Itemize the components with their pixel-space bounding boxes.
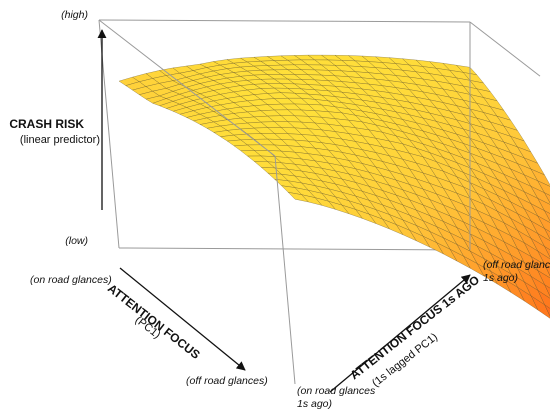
z-axis-subtitle: (linear predictor) — [20, 134, 100, 147]
box-edge — [470, 22, 540, 76]
z-tick-high: (high) — [61, 9, 88, 22]
x-tick-end: (off road glances) — [186, 375, 268, 388]
y-tick-end-line2: 1s ago) — [483, 272, 518, 284]
box-edge — [99, 20, 470, 22]
y-tick-start-line2: 1s ago) — [297, 398, 332, 410]
y-tick-start: (on road glances 1s ago) — [297, 385, 375, 411]
box-edge — [119, 248, 470, 250]
y-tick-end: (off road glances 1s ago) — [483, 259, 550, 285]
x-tick-start: (on road glances) — [30, 274, 112, 287]
z-axis-title: CRASH RISK — [9, 118, 84, 131]
y-tick-start-line1: (on road glances — [297, 385, 375, 397]
y-tick-end-line1: (off road glances — [483, 259, 550, 271]
z-tick-low: (low) — [65, 235, 88, 248]
